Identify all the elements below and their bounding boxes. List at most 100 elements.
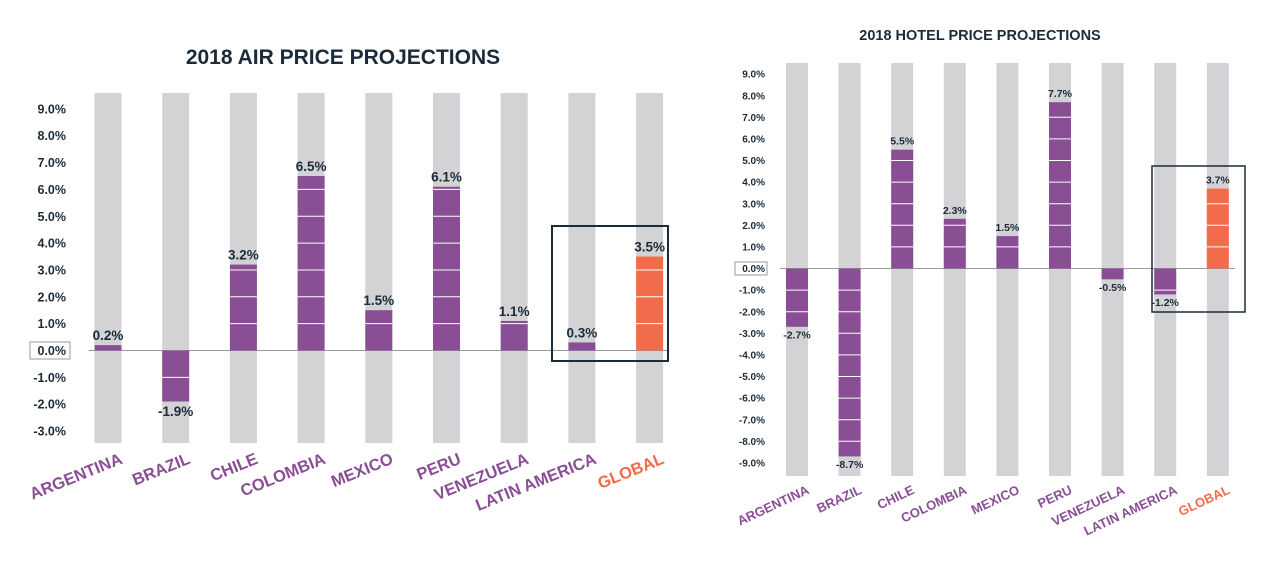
value-label-mexico: 1.5% xyxy=(995,222,1020,234)
y-tick-label: 5.0% xyxy=(742,156,765,167)
highlight-box xyxy=(551,225,669,362)
value-label-peru: 7.7% xyxy=(1048,88,1073,100)
bar-fill xyxy=(838,268,861,457)
bar-mexico xyxy=(365,310,393,351)
bar-fill xyxy=(1206,188,1229,269)
category-label-brazil: BRAZIL xyxy=(130,450,193,489)
y-tick-label: -7.0% xyxy=(739,415,765,426)
zero-tick-label: 0.0% xyxy=(38,344,67,358)
y-tick-label: -5.0% xyxy=(739,372,765,383)
y-tick-label: 5.0% xyxy=(38,210,67,224)
bar-venezuela xyxy=(500,320,528,351)
y-tick-label: -8.0% xyxy=(739,437,765,448)
bar-fill xyxy=(297,175,325,351)
track-colombia xyxy=(943,63,966,476)
category-label-mexico: MEXICO xyxy=(329,450,396,491)
value-label-chile: 5.5% xyxy=(890,136,915,148)
bar-fill xyxy=(94,345,122,351)
bar-fill xyxy=(1101,268,1124,280)
zero-tick-box xyxy=(734,261,768,276)
value-label-chile: 3.2% xyxy=(228,248,259,263)
hotel-price-chart: 2018 HOTEL PRICE PROJECTIONS 9.0% 8.0% 7.0%… xyxy=(734,28,1246,538)
value-label-mexico: 1.5% xyxy=(363,293,394,308)
value-label-venezuela: 1.1% xyxy=(499,304,530,319)
value-label-colombia: 6.5% xyxy=(296,159,327,174)
category-label-mexico: MEXICO xyxy=(969,482,1022,517)
bar-peru xyxy=(433,186,460,351)
bar-fill xyxy=(162,350,190,402)
track-global xyxy=(1206,63,1229,476)
value-label-argentina: -2.7% xyxy=(783,329,811,341)
track-latin-america xyxy=(568,93,596,443)
bar-latin-america xyxy=(568,342,596,351)
y-tick-label: 8.0% xyxy=(38,129,67,143)
value-label-argentina: 0.2% xyxy=(93,328,124,343)
bar-venezuela xyxy=(1101,268,1124,280)
bar-colombia xyxy=(297,175,325,351)
bar-fill xyxy=(996,236,1019,269)
bar-fill xyxy=(365,310,393,351)
bar-chile xyxy=(891,149,914,269)
y-tick-label: 2.0% xyxy=(38,290,67,304)
y-tick-label: 1.0% xyxy=(742,243,765,254)
value-label-venezuela: -0.5% xyxy=(1099,282,1127,294)
y-tick-label: 9.0% xyxy=(742,70,765,81)
track-mexico xyxy=(365,93,393,443)
y-tick-label: 6.0% xyxy=(38,183,67,197)
value-label-latin-america: -1.2% xyxy=(1151,297,1179,309)
bar-chile xyxy=(229,264,257,351)
bar-mexico xyxy=(996,236,1019,269)
y-tick-label: -9.0% xyxy=(739,459,765,470)
value-label-peru: 6.1% xyxy=(431,170,462,185)
y-tick-label: -1.0% xyxy=(739,286,765,297)
track-venezuela xyxy=(500,93,528,443)
y-tick-label: -2.0% xyxy=(33,398,66,412)
bar-fill xyxy=(636,256,664,351)
bar-argentina xyxy=(786,268,808,327)
value-label-latin-america: 0.3% xyxy=(567,325,598,340)
bar-fill xyxy=(943,218,966,269)
y-tick-label: 4.0% xyxy=(38,237,67,251)
chart-title: 2018 HOTEL PRICE PROJECTIONS xyxy=(859,28,1101,44)
y-tick-label: -1.0% xyxy=(33,371,66,385)
y-tick-label: -3.0% xyxy=(33,425,66,439)
category-label-brazil: BRAZIL xyxy=(814,482,864,516)
y-tick-label: 8.0% xyxy=(742,91,765,102)
bar-fill xyxy=(500,320,528,351)
bar-fill xyxy=(891,149,914,269)
bar-fill xyxy=(1049,102,1071,269)
bar-global xyxy=(1206,188,1229,269)
y-tick-label: -3.0% xyxy=(739,329,765,340)
y-tick-label: 1.0% xyxy=(38,317,67,331)
category-label-global: GLOBAL xyxy=(1176,482,1232,519)
value-label-colombia: 2.3% xyxy=(943,205,968,217)
y-tick-label: -6.0% xyxy=(739,394,765,405)
bar-global xyxy=(636,256,664,351)
y-tick-label: 4.0% xyxy=(742,178,765,189)
bar-latin-america xyxy=(1154,268,1177,295)
zero-tick-box xyxy=(29,341,71,360)
bar-fill xyxy=(229,264,257,351)
value-label-brazil: -1.9% xyxy=(158,404,193,419)
bar-fill xyxy=(1154,268,1177,295)
y-tick-label: -4.0% xyxy=(739,351,765,362)
value-label-brazil: -8.7% xyxy=(836,459,864,471)
value-label-global: 3.5% xyxy=(634,240,665,255)
y-tick-label: 7.0% xyxy=(742,113,765,124)
chart-title: 2018 AIR PRICE PROJECTIONS xyxy=(186,46,500,69)
air-price-chart: 2018 AIR PRICE PROJECTIONS 9.0% 8.0% 7.0% 6.… xyxy=(27,46,670,515)
y-tick-label: 3.0% xyxy=(742,199,765,210)
y-tick-label: 6.0% xyxy=(742,135,765,146)
bar-argentina xyxy=(94,345,122,351)
bar-brazil xyxy=(838,268,861,457)
track-argentina xyxy=(94,93,122,443)
y-tick-label: 3.0% xyxy=(38,263,67,277)
bar-fill xyxy=(433,186,460,351)
category-label-global: GLOBAL xyxy=(595,450,666,493)
bar-fill xyxy=(786,268,808,327)
track-chile xyxy=(891,63,914,476)
y-tick-label: 7.0% xyxy=(38,156,67,170)
bar-fill xyxy=(568,342,596,351)
